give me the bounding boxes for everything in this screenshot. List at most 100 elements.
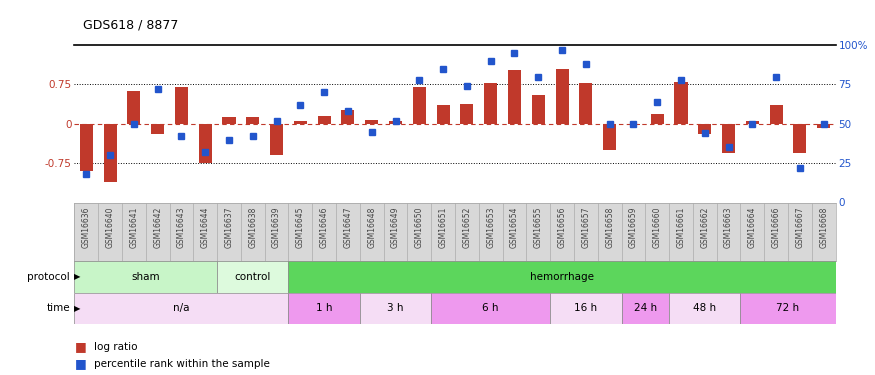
- Text: ■: ■: [74, 357, 86, 370]
- Text: GSM16660: GSM16660: [653, 207, 662, 248]
- Text: ■: ■: [74, 340, 86, 353]
- Bar: [365, 120, 378, 124]
- Bar: [122, 202, 146, 261]
- Bar: [360, 202, 383, 261]
- Bar: [408, 202, 431, 261]
- Text: GSM16651: GSM16651: [438, 207, 448, 248]
- Text: 24 h: 24 h: [634, 303, 657, 313]
- Text: GSM16643: GSM16643: [177, 207, 185, 248]
- Bar: [222, 117, 235, 124]
- Text: GSM16656: GSM16656: [557, 207, 566, 248]
- Bar: [265, 202, 289, 261]
- Text: GSM16659: GSM16659: [629, 207, 638, 248]
- Text: GDS618 / 8877: GDS618 / 8877: [83, 19, 178, 32]
- Bar: [98, 202, 122, 261]
- Text: 72 h: 72 h: [776, 303, 800, 313]
- Bar: [217, 202, 241, 261]
- Bar: [193, 202, 217, 261]
- Text: GSM16641: GSM16641: [130, 207, 138, 248]
- Bar: [550, 202, 574, 261]
- Bar: [360, 292, 431, 324]
- Bar: [103, 124, 116, 182]
- Bar: [437, 105, 450, 124]
- Bar: [146, 202, 170, 261]
- Bar: [740, 202, 764, 261]
- Text: GSM16657: GSM16657: [581, 207, 591, 248]
- Bar: [383, 202, 408, 261]
- Bar: [532, 95, 545, 124]
- Text: 6 h: 6 h: [482, 303, 499, 313]
- Text: ▶: ▶: [74, 304, 80, 313]
- Bar: [289, 261, 836, 292]
- Bar: [722, 124, 735, 153]
- Bar: [550, 292, 621, 324]
- Text: time: time: [46, 303, 70, 313]
- Text: sham: sham: [131, 272, 160, 282]
- Bar: [199, 124, 212, 163]
- Bar: [764, 202, 788, 261]
- Text: GSM16658: GSM16658: [606, 207, 614, 248]
- Bar: [318, 116, 331, 124]
- Bar: [646, 202, 669, 261]
- Bar: [289, 202, 312, 261]
- Bar: [574, 202, 598, 261]
- Text: GSM16666: GSM16666: [772, 207, 780, 248]
- Bar: [556, 69, 569, 124]
- Bar: [502, 202, 527, 261]
- Bar: [270, 124, 284, 155]
- Bar: [698, 124, 711, 134]
- Text: control: control: [234, 272, 271, 282]
- Bar: [794, 124, 807, 153]
- Text: n/a: n/a: [173, 303, 190, 313]
- Text: GSM16645: GSM16645: [296, 207, 304, 248]
- Bar: [479, 202, 502, 261]
- Text: 16 h: 16 h: [574, 303, 598, 313]
- Bar: [74, 292, 289, 324]
- Bar: [74, 202, 98, 261]
- Text: GSM16640: GSM16640: [106, 207, 115, 248]
- Text: GSM16649: GSM16649: [391, 207, 400, 248]
- Text: GSM16636: GSM16636: [81, 207, 91, 248]
- Bar: [341, 110, 354, 124]
- Text: hemorrhage: hemorrhage: [530, 272, 594, 282]
- Bar: [241, 202, 265, 261]
- Bar: [579, 83, 592, 124]
- Text: GSM16642: GSM16642: [153, 207, 162, 248]
- Bar: [598, 202, 621, 261]
- Text: GSM16644: GSM16644: [200, 207, 210, 248]
- Bar: [603, 124, 616, 150]
- Bar: [460, 104, 473, 124]
- Bar: [312, 202, 336, 261]
- Bar: [527, 202, 550, 261]
- Bar: [675, 82, 688, 124]
- Bar: [151, 124, 164, 134]
- Text: GSM16648: GSM16648: [368, 207, 376, 248]
- Text: 1 h: 1 h: [316, 303, 332, 313]
- Bar: [746, 121, 759, 124]
- Bar: [289, 292, 360, 324]
- Text: 48 h: 48 h: [693, 303, 717, 313]
- Text: GSM16662: GSM16662: [700, 207, 710, 248]
- Bar: [170, 202, 193, 261]
- Text: GSM16655: GSM16655: [534, 207, 542, 248]
- Bar: [717, 202, 740, 261]
- Text: GSM16668: GSM16668: [819, 207, 829, 248]
- Bar: [80, 124, 93, 171]
- Bar: [669, 202, 693, 261]
- Bar: [770, 105, 783, 124]
- Bar: [294, 121, 307, 124]
- Bar: [484, 83, 497, 124]
- Text: log ratio: log ratio: [94, 342, 137, 352]
- Bar: [740, 292, 836, 324]
- Bar: [693, 202, 717, 261]
- Bar: [507, 70, 521, 124]
- Bar: [621, 202, 646, 261]
- Text: GSM16663: GSM16663: [724, 207, 733, 248]
- Bar: [669, 292, 740, 324]
- Text: GSM16647: GSM16647: [344, 207, 353, 248]
- Bar: [455, 202, 479, 261]
- Bar: [431, 292, 550, 324]
- Bar: [812, 202, 836, 261]
- Bar: [246, 117, 259, 124]
- Bar: [788, 202, 812, 261]
